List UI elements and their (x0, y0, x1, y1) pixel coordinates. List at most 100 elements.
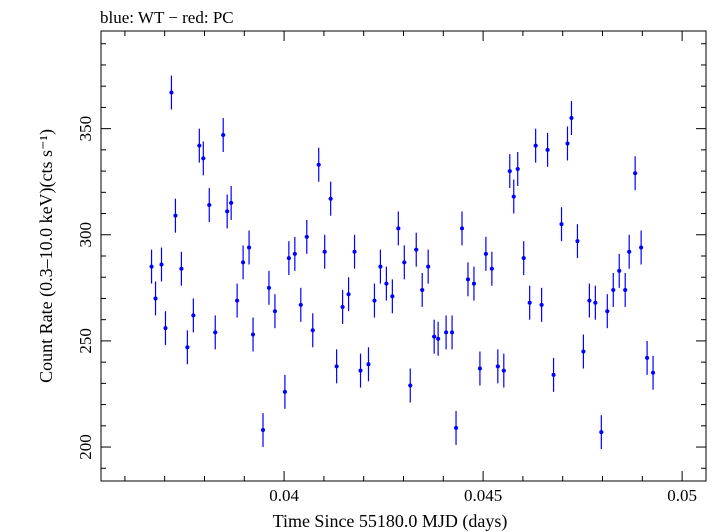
point-marker (483, 251, 488, 256)
data-point (372, 283, 377, 318)
point-marker (247, 245, 252, 250)
point-marker (515, 166, 520, 171)
point-marker (587, 298, 592, 303)
data-point (304, 219, 309, 254)
data-point (575, 224, 580, 259)
point-marker (173, 213, 178, 218)
point-marker (402, 260, 407, 265)
y-tick-label: 350 (76, 116, 95, 142)
data-point (617, 253, 622, 288)
data-point (627, 234, 632, 269)
point-marker (396, 226, 401, 231)
data-point (489, 251, 494, 286)
data-point (639, 230, 644, 265)
data-point (599, 415, 604, 450)
point-marker (366, 362, 371, 367)
point-marker (623, 287, 628, 292)
point-marker (465, 277, 470, 282)
point-marker (460, 226, 465, 231)
data-point (414, 232, 419, 267)
data-point (551, 357, 556, 392)
point-marker (352, 249, 357, 254)
data-point (651, 355, 656, 390)
data-point (185, 330, 190, 365)
point-marker (235, 298, 240, 303)
point-marker (545, 147, 550, 152)
point-marker (153, 296, 158, 301)
point-marker (645, 355, 650, 360)
point-marker (169, 90, 174, 95)
point-marker (159, 262, 164, 267)
point-marker (454, 425, 459, 430)
data-point (390, 279, 395, 314)
point-marker (414, 247, 419, 252)
data-point (539, 287, 544, 322)
point-marker (471, 281, 476, 286)
point-marker (507, 169, 512, 174)
data-point (495, 349, 500, 384)
point-marker (450, 330, 455, 335)
data-point (358, 353, 363, 388)
point-marker (251, 332, 256, 337)
point-marker (372, 298, 377, 303)
data-point (251, 317, 256, 352)
point-marker (346, 292, 351, 297)
point-marker (229, 200, 234, 205)
y-tick-label: 250 (76, 328, 95, 354)
data-point (559, 207, 564, 242)
data-point (334, 349, 339, 384)
data-point (163, 311, 168, 346)
data-point (352, 234, 357, 269)
point-marker (328, 196, 333, 201)
point-marker (533, 143, 538, 148)
data-point (623, 272, 628, 307)
point-marker (179, 266, 184, 271)
point-marker (605, 309, 610, 314)
point-marker (408, 383, 413, 388)
data-point (225, 194, 230, 229)
data-point (465, 262, 470, 297)
data-point (213, 315, 218, 350)
point-marker (581, 349, 586, 354)
point-marker (420, 287, 425, 292)
point-marker (322, 249, 327, 254)
point-marker (191, 313, 196, 318)
data-point (545, 132, 550, 167)
point-marker (378, 264, 383, 269)
data-point (191, 298, 196, 333)
data-point (432, 319, 437, 354)
chart-title: blue: WT − red: PC (100, 8, 234, 27)
point-marker (521, 256, 526, 261)
point-marker (426, 264, 431, 269)
y-tick-label: 300 (76, 222, 95, 248)
point-marker (511, 194, 516, 199)
data-point (460, 211, 465, 246)
x-tick-label: 0.05 (667, 486, 697, 505)
data-point (235, 283, 240, 318)
data-point (266, 270, 271, 305)
data-point (197, 128, 202, 163)
data-point (179, 251, 184, 286)
data-point (346, 277, 351, 312)
point-marker (436, 336, 441, 341)
point-marker (272, 309, 277, 314)
data-point (483, 236, 488, 271)
data-point (328, 181, 333, 216)
data-point (521, 241, 526, 276)
point-marker (201, 156, 206, 161)
data-point (241, 245, 246, 280)
data-points (149, 75, 656, 450)
data-point (444, 315, 449, 350)
point-marker (225, 209, 230, 214)
data-point (310, 313, 315, 348)
data-point (450, 315, 455, 350)
point-marker (241, 260, 246, 265)
point-marker (304, 234, 309, 239)
point-marker (340, 304, 345, 309)
data-point (316, 147, 321, 182)
point-marker (495, 364, 500, 369)
point-marker (633, 171, 638, 176)
data-point (260, 413, 265, 448)
data-point (587, 283, 592, 318)
point-marker (575, 239, 580, 244)
